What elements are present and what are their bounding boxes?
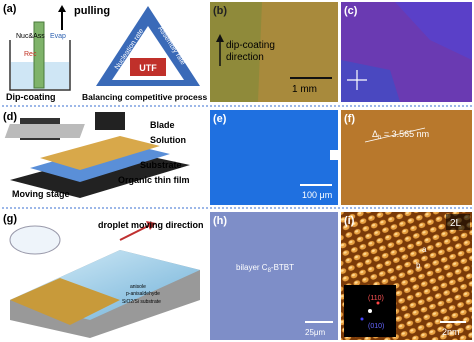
panel-d: (d) Blade Solution Substrate Organic thi… [3,111,190,199]
panel-f: (f) Δh = 3.565 nm [341,110,472,205]
label: (e) [213,113,227,125]
label: Dip-coating [6,92,56,102]
label: -BTBT [271,263,294,272]
label: Recession rate [125,89,172,96]
path-shape [395,2,472,60]
rect-shape [4,124,85,138]
label: (a) [3,3,17,15]
label: Moving stage [12,189,70,199]
panel-e: (e) 100 μm [210,110,338,205]
label: droplet moving direction [98,220,204,230]
label: Evap [50,33,66,40]
label: (i) [344,215,355,227]
path-shape [146,221,156,230]
rect-shape [446,214,470,230]
circle-shape [376,301,380,305]
label: a [422,245,427,254]
label: 100 μm [302,190,332,200]
path-shape [58,5,66,12]
panel-g: (g) droplet moving direction anisole p-a… [3,213,204,338]
label: p-anisaldehyde [126,291,160,297]
path-shape [10,278,120,325]
path-shape [341,60,400,102]
label: (010) [368,323,384,330]
panel-a: (a) pulling Nuc&Ass Evap Rec Dip-coating… [3,3,207,102]
label: Solution [150,135,186,145]
label: 8 [268,268,272,274]
label: 2L [450,218,462,229]
path-shape [210,2,262,102]
label: (110) [368,295,384,302]
label: Balancing competitive process [82,92,207,102]
label: anisole [130,284,146,290]
label: b [416,261,421,270]
rect-shape [210,212,338,340]
rect-shape [33,21,45,89]
path-shape [216,34,224,42]
rect-shape [210,110,338,205]
label: 1 mm [292,84,317,95]
label: UTF [139,63,157,73]
ellipse-shape [9,225,61,255]
label: Blade [150,120,175,130]
circle-shape [360,317,364,321]
label: Substrate [140,160,182,170]
path-shape [40,136,160,170]
label: h [378,135,381,141]
panel-b: (b) dip-coating direction 1 mm [210,2,338,102]
label: Rec [24,51,37,58]
label: Organic thin film [118,175,190,185]
label: pulling [74,5,110,17]
g-shape [347,70,367,90]
panel-i: (i) 2L a b (110) (010) 2nm [341,212,472,340]
panel-c: (c) [341,2,472,102]
rect-shape [130,58,166,76]
label: SiO2/Si substrate [122,299,161,305]
label: (f) [344,113,355,125]
panel-h: (h) bilayer C8-BTBT 25μm [210,212,338,340]
path-shape [9,40,71,91]
label: (g) [3,213,17,225]
label: direction [226,52,264,63]
label: = 3.565 nm [381,129,429,139]
label: 25μm [305,328,326,337]
label: Nuc&Ass [16,33,45,40]
line-shape [364,127,426,143]
label: (d) [3,111,17,123]
text-shape: Δh = 3.565 nm [372,129,429,141]
rect-shape [341,110,472,205]
label: bilayer C [236,263,268,272]
circle-shape [368,309,372,313]
label: (c) [344,5,358,17]
label: (h) [213,215,227,227]
label: 2nm [442,327,460,337]
text-shape: bilayer C8-BTBT [236,263,294,274]
label: dip-coating [226,40,275,51]
label: Δ [372,129,378,139]
label: (b) [213,5,227,17]
path-shape [119,224,151,241]
rect-shape [95,112,125,130]
